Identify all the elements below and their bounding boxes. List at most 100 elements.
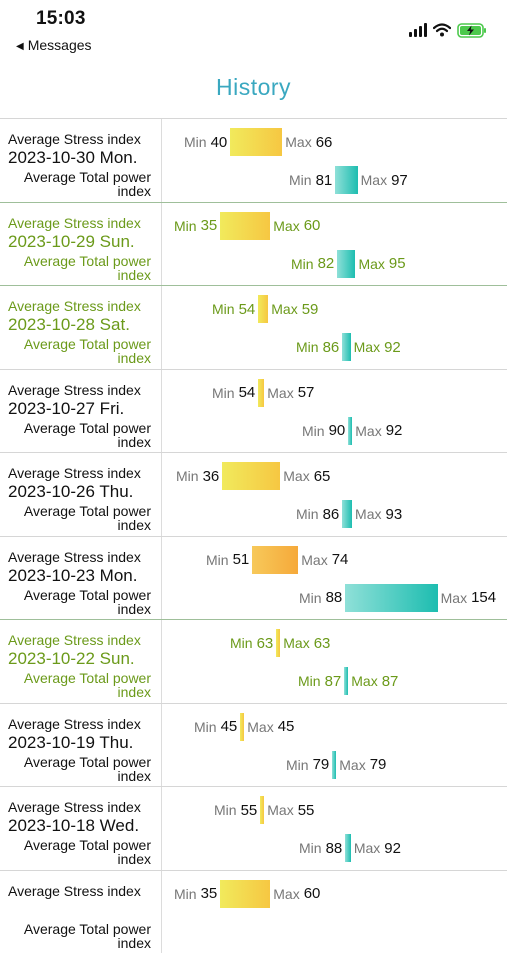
stress-label: Average Stress index (8, 298, 141, 314)
power-label: Average Total power index (1, 755, 151, 783)
power-label: Average Total power index (1, 504, 151, 532)
back-to-messages-link[interactable]: ◀Messages (16, 37, 92, 53)
stress-max-label: Max (267, 802, 293, 818)
stress-min-value: 54 (239, 301, 256, 318)
stress-min-value: 63 (257, 635, 274, 652)
power-max-value: 92 (384, 339, 401, 356)
stress-min-value: 51 (233, 551, 250, 568)
stress-label: Average Stress index (8, 549, 141, 565)
power-min-value: 82 (318, 255, 335, 272)
stress-label: Average Stress index (8, 883, 141, 899)
power-max-label: Max (355, 423, 381, 439)
row-date: 2023-10-19 Thu. (8, 733, 133, 753)
row-date: 2023-10-23 Mon. (8, 566, 137, 586)
power-max-value: 87 (382, 673, 399, 690)
stress-min-label: Min (212, 301, 235, 317)
stress-max-label: Max (267, 385, 293, 401)
stress-max-value: 45 (278, 718, 295, 735)
power-bar (335, 166, 357, 194)
stress-min-value: 35 (201, 885, 218, 902)
power-max-label: Max (355, 506, 381, 522)
stress-bar (276, 629, 280, 657)
power-min-value: 79 (313, 756, 330, 773)
power-max-label: Max (354, 339, 380, 355)
status-icons (409, 20, 487, 40)
stress-max-value: 63 (314, 635, 331, 652)
power-max-label: Max (441, 590, 467, 606)
power-max-value: 95 (389, 255, 406, 272)
stress-max-label: Max (247, 719, 273, 735)
power-label: Average Total power index (1, 588, 151, 616)
power-max-value: 92 (386, 422, 403, 439)
power-label: Average Total power index (1, 671, 151, 699)
power-label: Average Total power index (1, 922, 151, 950)
stress-min-label: Min (214, 802, 237, 818)
power-max-value: 79 (370, 756, 387, 773)
stress-max-label: Max (271, 301, 297, 317)
stress-min-value: 35 (201, 217, 218, 234)
power-min-value: 86 (323, 506, 340, 523)
power-min-value: 87 (325, 673, 342, 690)
power-bar (348, 417, 352, 445)
power-bar (337, 250, 355, 278)
stress-min-value: 36 (203, 468, 220, 485)
signal-icon (409, 23, 427, 37)
row-date: 2023-10-28 Sat. (8, 315, 130, 335)
stress-min-label: Min (184, 134, 207, 150)
stress-max-value: 74 (332, 551, 349, 568)
stress-bar (258, 295, 268, 323)
power-min-label: Min (299, 590, 322, 606)
battery-charging-icon (457, 23, 487, 38)
power-max-label: Max (358, 256, 384, 272)
stress-min-label: Min (174, 886, 197, 902)
stress-max-value: 57 (298, 384, 315, 401)
power-min-label: Min (296, 506, 319, 522)
stress-min-value: 55 (241, 802, 258, 819)
power-max-value: 92 (384, 840, 401, 857)
row-date: 2023-10-22 Sun. (8, 649, 135, 669)
back-label: Messages (28, 37, 92, 53)
power-min-label: Min (291, 256, 314, 272)
power-min-label: Min (298, 673, 321, 689)
stress-min-label: Min (230, 635, 253, 651)
stress-max-value: 60 (304, 217, 321, 234)
stress-max-value: 60 (304, 885, 321, 902)
power-min-value: 88 (326, 589, 343, 606)
wifi-icon (433, 23, 451, 37)
power-bar (344, 667, 348, 695)
stress-max-value: 66 (316, 134, 333, 151)
stress-label: Average Stress index (8, 465, 141, 481)
row-date: 2023-10-26 Thu. (8, 482, 133, 502)
stress-min-value: 45 (221, 718, 238, 735)
history-row[interactable]: Average Stress index Average Total power … (0, 870, 507, 953)
